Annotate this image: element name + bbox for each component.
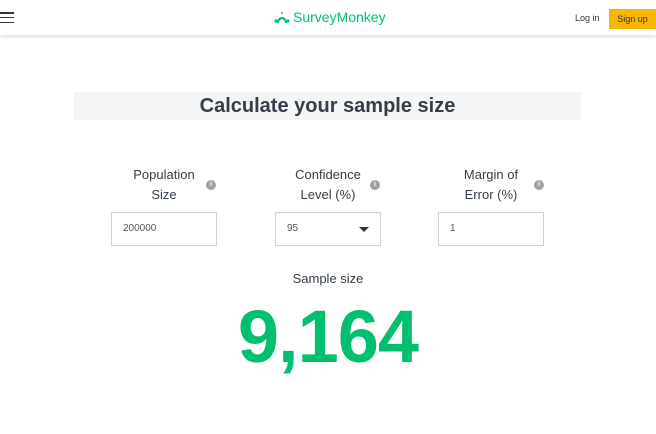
info-icon[interactable]: i [534,180,544,190]
info-icon[interactable]: i [206,180,216,190]
margin-of-error-label: Margin of Error (%) [463,167,519,202]
info-icon[interactable]: i [370,180,380,190]
margin-of-error-input[interactable]: 1 [438,212,544,246]
population-size-input[interactable]: 200000 [111,212,217,246]
selected-value: 95 [287,223,299,234]
caret-down-icon [359,227,369,232]
top-nav: SurveyMonkey Log in Sign up [0,0,656,35]
sample-size-value: 9,164 [237,295,419,378]
surveymonkey-logo[interactable]: SurveyMonkey [274,9,386,25]
signup-button[interactable]: Sign up [609,9,656,29]
sample-size-label: Sample size [292,271,364,286]
population-size-label: Population Size [133,167,195,202]
page-title: Calculate your sample size [74,92,581,120]
confidence-level-label: Confidence Level (%) [295,167,361,202]
confidence-level-select[interactable]: 95 [275,212,381,246]
login-link[interactable]: Log in [575,13,600,23]
brand-name: SurveyMonkey [293,9,386,25]
monkey-logo-icon [274,11,290,23]
hamburger-menu-icon[interactable] [0,12,14,24]
